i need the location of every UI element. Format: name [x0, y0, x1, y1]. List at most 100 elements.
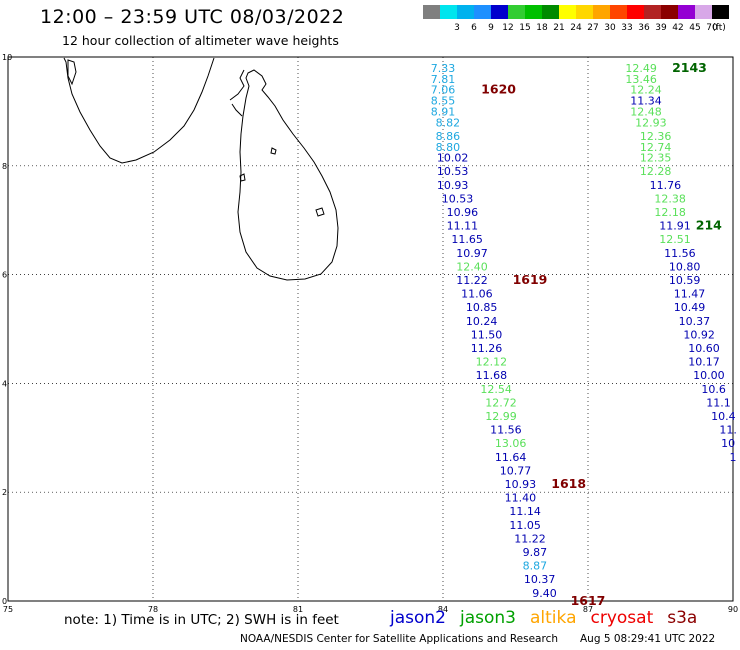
pass-time-label: 1619: [513, 272, 548, 287]
wave-height-value: 8.86: [436, 130, 461, 143]
wave-height-value: 11.1: [706, 396, 731, 409]
wave-height-value: 11.91: [659, 220, 691, 233]
latitude-tick-label: 2: [2, 488, 7, 497]
map-frame: [7, 56, 734, 602]
colorbar-tick-label: 27: [587, 23, 598, 33]
wave-height-value: 11.22: [456, 274, 488, 287]
wave-height-value: 12.72: [485, 396, 517, 409]
small-island-2: [270, 147, 277, 155]
colorbar-tick-label: 30: [604, 23, 616, 33]
colorbar-swatch: [508, 5, 525, 19]
wave-height-value: 10.93: [505, 478, 537, 491]
longitude-tick-label: 87: [583, 605, 593, 614]
wave-height-value: 10.97: [456, 247, 488, 260]
wave-height-value: 12.38: [654, 192, 686, 205]
coastline-sri-lanka-india: [63, 57, 339, 281]
wave-height-value: 10.92: [683, 328, 715, 341]
satellite-legend: jason2 jason3 altika cryosat s3a: [390, 608, 711, 628]
colorbar-swatch: [576, 5, 593, 19]
wave-height-value: 12.35: [640, 152, 672, 165]
colorbar-swatch: [678, 5, 695, 19]
pass-time-label: 1620: [481, 82, 516, 97]
longitude-tick-label: 90: [728, 605, 738, 614]
wave-height-value: 10.24: [466, 315, 498, 328]
units-note: note: 1) Time is in UTC; 2) SWH is in fe…: [64, 612, 339, 628]
wave-height-value: 1: [730, 451, 737, 464]
wave-height-value: 11.: [719, 424, 737, 437]
colorbar-swatch: [559, 5, 576, 19]
wave-height-value: 9.87: [523, 546, 548, 559]
colorbar-swatch: [661, 5, 678, 19]
colorbar-tick-label: 21: [553, 23, 564, 33]
wave-height-colorbar: 3 6 9 12 15 18 21 24 27 30 33 36 39 42 45 70(ft): [423, 5, 729, 33]
wave-height-value: 11.40: [505, 492, 537, 505]
wave-height-value: 12.51: [659, 233, 691, 246]
latitude-tick-label: 0: [2, 597, 7, 606]
wave-height-value: 10.00: [693, 369, 725, 382]
colorbar-tick-label: 42: [672, 23, 683, 33]
wave-height-value: 12.40: [456, 260, 488, 273]
wave-height-value: 11.06: [461, 288, 493, 301]
wave-height-value: 12.24: [630, 84, 662, 97]
colorbar-swatch: [695, 5, 712, 19]
wave-height-value: 12.74: [640, 141, 672, 154]
map-grid: 75 78 81 84 87 90 0 2 4 6 8 10: [2, 53, 738, 614]
small-island-3: [315, 207, 325, 217]
wave-height-value: 10.37: [679, 315, 711, 328]
wave-height-value: 13.06: [495, 437, 527, 450]
wave-height-value: 11.50: [471, 328, 503, 341]
colorbar-tick-label: 45: [689, 23, 700, 33]
colorbar-swatch: [491, 5, 508, 19]
colorbar-swatch: [542, 5, 559, 19]
wave-height-value: 10.37: [524, 573, 556, 586]
wave-height-value: 11.64: [495, 451, 527, 464]
colorbar-tick-label: 9: [488, 23, 494, 33]
wave-height-value: 11.47: [674, 288, 706, 301]
wave-height-value: 12.99: [485, 410, 517, 423]
colorbar-tick-label: 70: [706, 23, 718, 33]
wave-height-value: 12.49: [625, 62, 657, 75]
satellite-legend-cryosat: cryosat: [590, 608, 654, 628]
longitude-tick-label: 84: [438, 605, 448, 614]
palk-strait-coastline: [229, 69, 245, 117]
colorbar-tick-label: 36: [638, 23, 650, 33]
satellite-legend-s3a: s3a: [667, 608, 698, 628]
wave-height-value: 12.12: [476, 356, 508, 369]
colorbar-swatch: [457, 5, 474, 19]
wave-height-value: 11.26: [471, 342, 503, 355]
wave-height-value: 10.85: [466, 301, 498, 314]
wave-height-value: 13.46: [625, 73, 657, 86]
page-title: 12:00 – 23:59 UTC 08/03/2022: [40, 6, 345, 28]
sri-lanka-coastline: [237, 69, 339, 281]
wave-height-value: 11.76: [650, 179, 682, 192]
pass-time-label: 214: [696, 218, 722, 233]
wave-height-value: 7.81: [431, 73, 456, 86]
wave-height-value: 10.49: [674, 301, 706, 314]
wave-height-value: 8.55: [431, 95, 456, 108]
wave-height-value: 8.91: [431, 105, 456, 118]
longitude-tick-label: 78: [148, 605, 158, 614]
wave-height-value: 10: [721, 437, 735, 450]
wave-height-value: 11.65: [451, 233, 483, 246]
wave-height-value: 8.82: [436, 116, 461, 129]
colorbar-swatch: [610, 5, 627, 19]
small-island-4: [239, 173, 246, 182]
wave-height-value: 12.28: [640, 165, 672, 178]
wave-height-value: 12.48: [630, 105, 662, 118]
wave-height-value: 11.22: [514, 532, 546, 545]
satellite-legend-altika: altika: [530, 608, 577, 628]
wave-height-value: 7.06: [431, 84, 456, 97]
wave-height-value: 11.34: [630, 95, 662, 108]
page-subtitle: 12 hour collection of altimeter wave hei…: [62, 33, 339, 48]
wave-height-value: 10.96: [447, 206, 479, 219]
colorbar-tick-label: 3: [454, 23, 460, 33]
colorbar-swatch: [644, 5, 661, 19]
india-coastline: [63, 57, 215, 164]
latitude-tick-label: 6: [2, 271, 7, 280]
generated-timestamp: Aug 5 08:29:41 UTC 2022: [580, 633, 716, 645]
wave-height-value: 12.18: [654, 206, 686, 219]
wave-height-value: 12.93: [635, 116, 667, 129]
wave-height-value: 10.53: [437, 165, 469, 178]
longitude-tick-label: 81: [293, 605, 303, 614]
